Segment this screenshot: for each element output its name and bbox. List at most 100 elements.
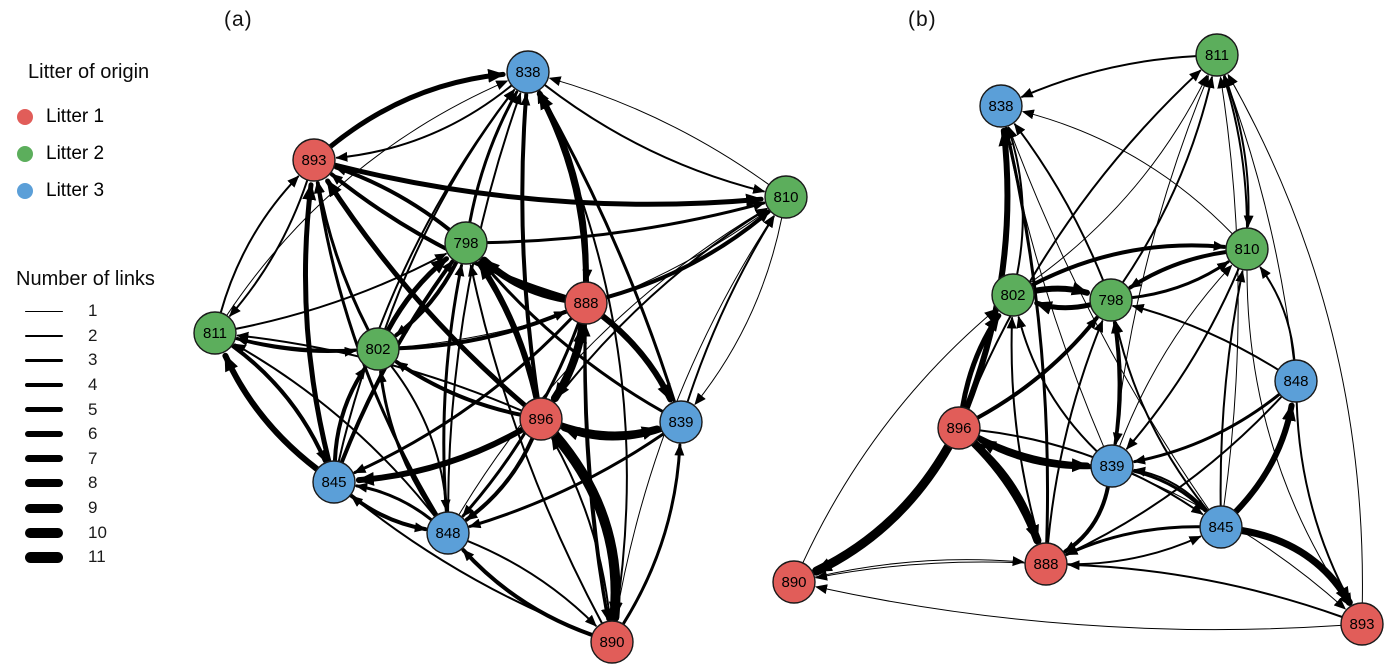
link-width-line-icon (25, 479, 63, 488)
edge-848-893 (1295, 401, 1352, 606)
edge-896-845 (355, 426, 526, 486)
link-width-line-icon (25, 527, 63, 538)
edge-810-839 (694, 217, 783, 406)
panel-a-label: (a) (224, 8, 253, 31)
node-label-848: 848 (435, 525, 460, 542)
link-width-label: 3 (88, 350, 98, 370)
edge-839-798 (479, 259, 665, 414)
node-888: 888 (1024, 542, 1068, 586)
edge-810-893 (1246, 269, 1350, 607)
link-width-line-icon (25, 358, 63, 362)
edge-798-838 (468, 90, 519, 224)
node-810: 810 (764, 175, 808, 219)
node-label-811: 811 (203, 325, 227, 342)
node-circle-810 (764, 175, 808, 219)
edge-802-838 (1006, 126, 1024, 276)
link-width-row-5: 5 (25, 397, 155, 422)
litter-3-dot-icon (17, 182, 33, 199)
node-label-798: 798 (453, 235, 478, 252)
edge-896-838 (963, 127, 1013, 412)
node-circle-810 (1225, 227, 1269, 271)
edge-893-810 (331, 162, 764, 208)
node-893: 893 (1340, 602, 1384, 646)
edge-798-811 (1121, 75, 1215, 284)
edge-896-893 (325, 178, 528, 408)
link-width-row-7: 7 (25, 447, 155, 472)
edge-888-893 (329, 172, 568, 299)
node-802: 802 (991, 273, 1035, 317)
node-circle-798 (444, 221, 488, 265)
edge-848-890 (466, 539, 597, 627)
link-width-line-icon (25, 455, 63, 463)
edge-798-810 (485, 200, 766, 245)
edge-893-890 (815, 584, 1342, 631)
edge-888-890 (815, 561, 1026, 581)
link-width-line-icon (25, 310, 63, 312)
node-label-845: 845 (1208, 519, 1233, 536)
node-label-896: 896 (528, 411, 553, 428)
node-circle-890 (772, 560, 816, 604)
node-circle-896 (519, 397, 563, 441)
edge-798-838 (1013, 123, 1105, 282)
edge-839-838 (1002, 127, 1105, 448)
edge-848-838 (447, 92, 522, 513)
links-legend: Number of links 1 2 3 4 5 6 7 8 9 10 11 (16, 268, 155, 570)
edge-896-845 (978, 429, 1204, 515)
legend-item-litter-3: Litter 3 (17, 172, 149, 209)
node-893: 893 (292, 138, 336, 182)
edge-848-810 (458, 207, 768, 516)
edge-848-839 (1133, 392, 1282, 465)
litter-legend-title: Litter of origin (28, 61, 150, 83)
link-width-row-11: 11 (25, 545, 155, 570)
edge-845-802 (332, 366, 368, 463)
legend-item-litter-1: Litter 1 (17, 98, 149, 135)
node-label-888: 888 (1033, 556, 1058, 573)
link-width-label: 10 (88, 522, 107, 542)
edge-890-888 (814, 556, 1025, 578)
edge-896-810 (552, 208, 768, 404)
edge-848-798 (442, 264, 465, 514)
edge-839-848 (468, 432, 666, 529)
edge-890-896 (551, 437, 611, 623)
edge-893-838 (327, 68, 506, 150)
node-label-888: 888 (573, 295, 598, 312)
network-panel-b: 811 838 810 802 798 848 896 839 845 888 890 893 (772, 33, 1384, 646)
link-width-label: 1 (88, 301, 98, 321)
edge-896-848 (464, 436, 535, 522)
edge-838-888 (537, 88, 593, 282)
edge-848-888 (1065, 395, 1283, 556)
link-width-label: 5 (88, 399, 98, 419)
edge-896-890 (812, 441, 954, 576)
edge-810-798 (1128, 250, 1229, 290)
node-888: 888 (564, 281, 608, 325)
node-label-893: 893 (301, 152, 326, 169)
edge-845-888 (1065, 525, 1202, 556)
edge-798-893 (333, 165, 452, 232)
link-width-row-9: 9 (25, 496, 155, 521)
edge-848-810 (1259, 266, 1296, 362)
edge-811-838 (226, 80, 509, 316)
edge-839-798 (1111, 321, 1121, 447)
edge-810-839 (1126, 267, 1240, 450)
link-width-line-icon (25, 383, 63, 388)
edge-888-890 (583, 322, 611, 621)
edge-848-811 (233, 343, 436, 518)
node-802: 802 (356, 327, 400, 371)
edge-839-802 (1016, 315, 1098, 453)
links-legend-rows: 1 2 3 4 5 6 7 8 9 10 11 (25, 299, 155, 570)
link-width-label: 7 (88, 448, 98, 468)
edge-810-838 (1021, 109, 1233, 235)
edge-896-811 (965, 69, 1202, 410)
edge-890-845 (350, 495, 594, 636)
node-810: 810 (1225, 227, 1269, 271)
node-896: 896 (519, 397, 563, 441)
link-width-line-icon (25, 551, 63, 563)
link-width-line-icon (25, 503, 63, 513)
edge-839-810 (686, 215, 775, 403)
node-label-896: 896 (946, 420, 971, 437)
edge-802-811 (235, 336, 359, 352)
edge-839-810 (1119, 264, 1233, 447)
link-width-label: 9 (88, 498, 98, 518)
node-label-802: 802 (365, 341, 390, 358)
node-811: 811 (193, 311, 237, 355)
